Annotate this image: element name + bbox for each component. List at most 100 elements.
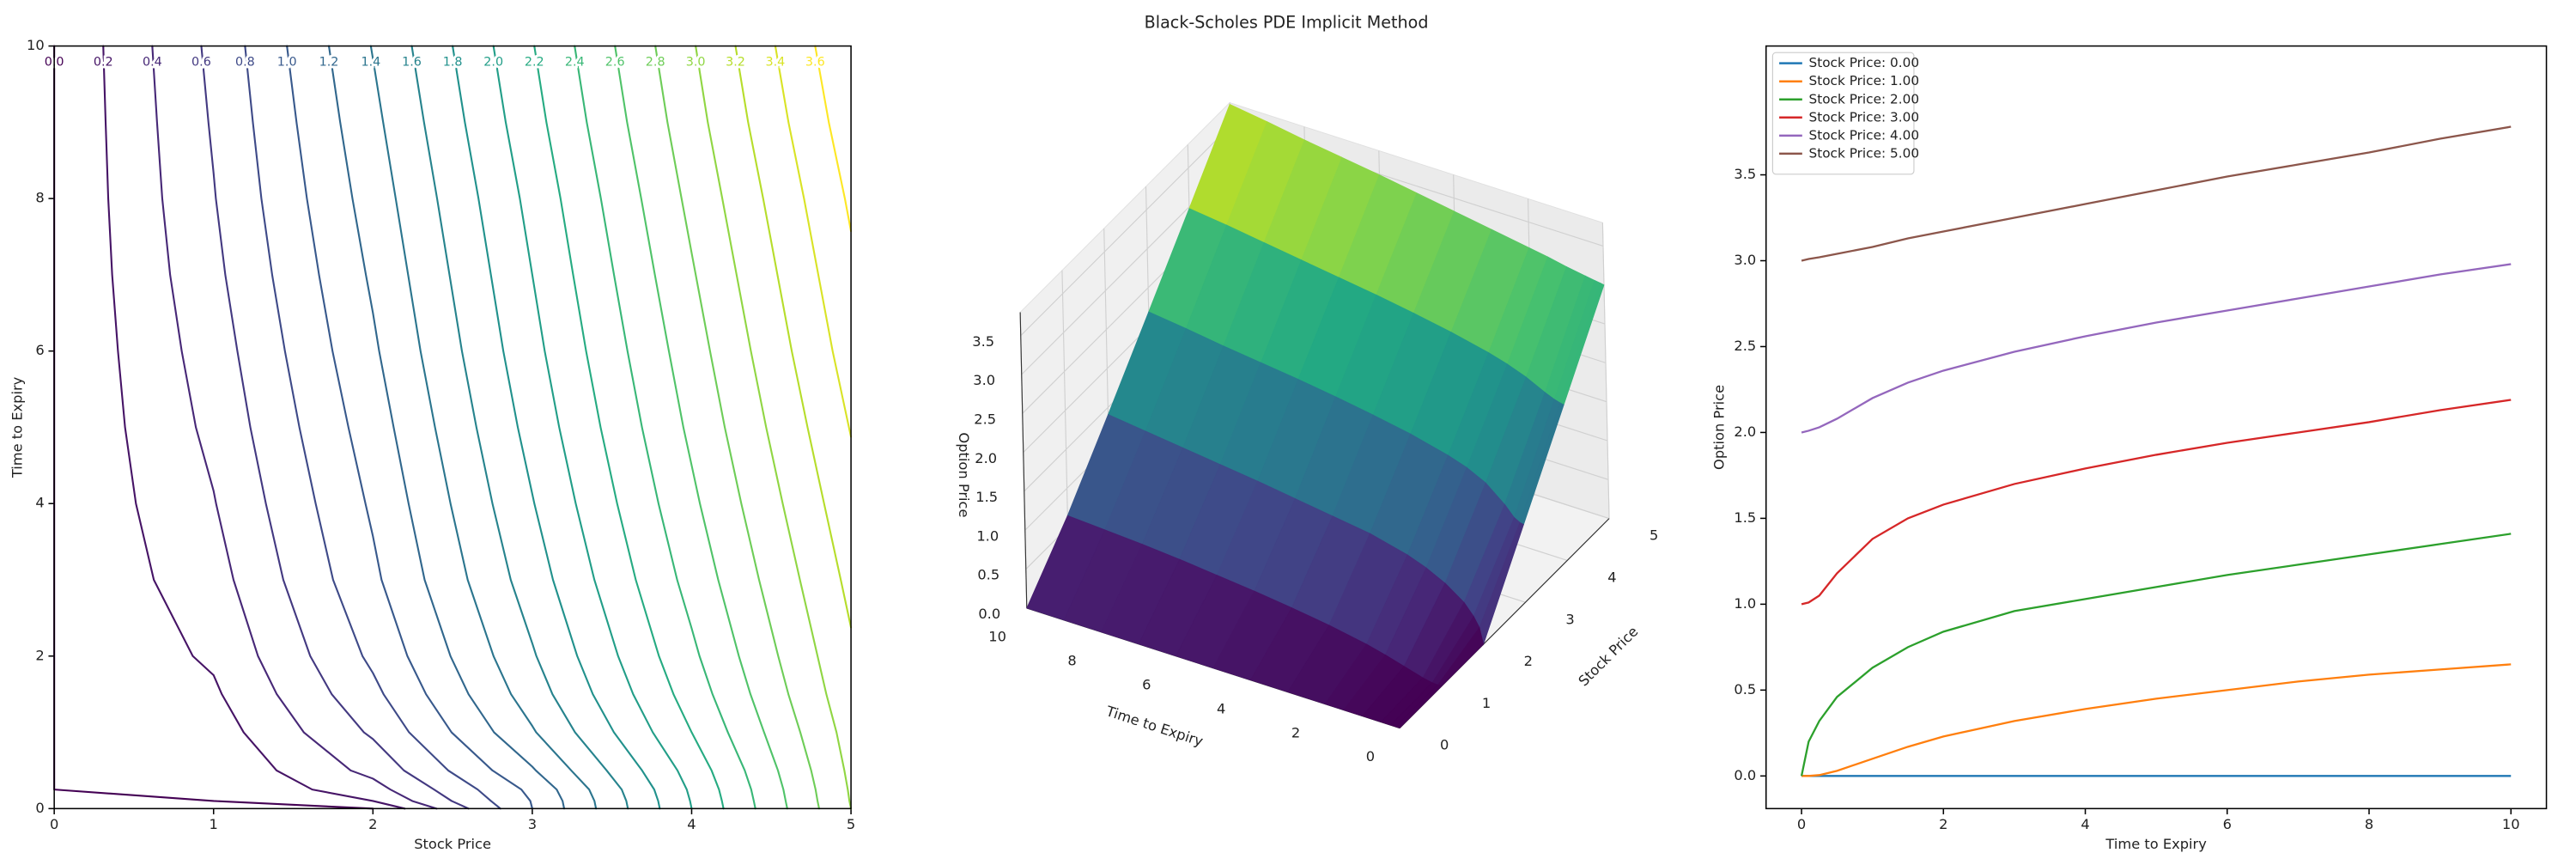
y-tick-label: 2 [35,647,44,663]
contour-label: 0.6 [191,56,211,70]
y-axis-label: Stock Price [1576,624,1642,690]
x-tick-label: 8 [1067,652,1076,668]
x-tick-label: 10 [2502,816,2520,832]
y-tick-label: 2.0 [1734,423,1756,440]
y-tick-label: 4 [1607,570,1616,586]
contour-label: 2.6 [605,56,625,70]
y-tick-label: 3.5 [1734,166,1756,182]
x-axis-label: Stock Price [414,836,491,852]
series-line [1801,263,2512,434]
series-line [1801,399,2512,606]
contour-label: 1.2 [319,56,339,70]
x-tick-label: 2 [1291,724,1300,740]
contour-line [533,45,725,810]
series-line [1801,125,2512,262]
y-tick-label: 0 [1440,737,1449,753]
y-tick-label: 1.0 [1734,595,1756,612]
figure-title: Black-Scholes PDE Implicit Method [1145,12,1429,32]
z-tick-label: 3.5 [972,333,994,350]
contour-label: 3.2 [726,56,745,70]
surface-cell [1395,684,1443,729]
legend-label: Stock Price: 4.00 [1809,127,1920,143]
contour-label: 3.4 [766,56,786,70]
y-tick-label: 4 [35,495,44,511]
axes-frame [53,45,852,810]
legend-label: Stock Price: 1.00 [1809,73,1920,88]
series-line [1800,533,2512,777]
x-tick-label: 3 [528,816,537,832]
x-tick-label: 0 [50,816,58,832]
contour-line [614,45,788,810]
contour-label: 2.4 [565,56,585,70]
z-tick-label: 0.5 [977,567,999,583]
contour-label: 2.2 [525,56,544,70]
y-tick-label: 1.5 [1734,509,1756,526]
x-tick-label: 10 [988,629,1006,645]
contour-label: 3.6 [805,56,825,70]
contour-line [695,45,853,810]
contour-line [774,45,853,438]
y-tick-label: 2.5 [1734,338,1756,354]
contour-label: 2.8 [646,56,665,70]
contour-label: 1.0 [277,56,297,70]
contour-label: 1.4 [361,56,380,70]
grid-line [1601,222,1610,519]
legend-label: Stock Price: 3.00 [1809,109,1920,125]
x-tick-label: 2 [368,816,377,832]
x-tick-label: 1 [210,816,218,832]
x-tick-label: 8 [2365,816,2373,832]
y-axis-label: Time to Expiry [9,376,26,478]
legend: Stock Price: 0.00 Stock Price: 1.00 Stock … [1771,52,1920,175]
y-tick-label: 3 [1565,611,1574,627]
legend-label: Stock Price: 0.00 [1809,55,1920,70]
contour-line [574,45,756,810]
grid-line [1020,125,1231,337]
y-tick-label: 2 [1524,653,1533,669]
contour-line [244,45,501,810]
z-axis-line [1019,312,1028,608]
y-tick-label: 0.0 [1734,767,1756,783]
y-tick-label: 3.0 [1734,252,1756,268]
x-tick-label: 5 [847,816,855,832]
contour-line [53,45,374,810]
legend-label: Stock Price: 5.00 [1809,145,1920,161]
contour-label: 2.0 [483,56,503,70]
contour-line [200,45,470,810]
x-tick-label: 6 [2223,816,2232,832]
z-axis-label: Option Price [956,432,972,517]
contour-label: 0.8 [235,56,255,70]
x-tick-label: 2 [1939,816,1947,832]
legend-label: Stock Price: 2.00 [1809,91,1920,107]
legend-box [1771,52,1915,175]
x-tick-label: 4 [1217,700,1225,716]
z-tick-label: 1.5 [975,489,998,505]
contour-line [452,45,661,810]
z-tick-label: 1.0 [976,527,999,544]
contour-line [410,45,629,810]
axes-frame [1765,45,2548,810]
x-tick-label: 4 [687,816,696,832]
contour-line [327,45,566,810]
contour-line [151,45,438,810]
y-tick-label: 6 [35,342,44,358]
contour-label: 1.6 [402,56,422,70]
contour-line [286,45,533,810]
z-tick-label: 2.5 [974,411,996,427]
contour-line [369,45,598,810]
contour-label: 3.0 [686,56,706,70]
y-axis-label: Option Price [1711,385,1728,470]
x-tick-label: 6 [1142,676,1151,692]
contour-line [814,45,853,233]
x-axis-label: Time to Expiry [1103,703,1206,750]
y-tick-label: 5 [1649,527,1658,544]
z-tick-label: 0.0 [978,606,1000,622]
z-tick-label: 3.0 [973,372,995,388]
contour-label: 1.8 [443,56,463,70]
contour-label: 0.2 [94,56,113,70]
y-tick-label: 0.5 [1734,681,1756,698]
y-tick-label: 8 [35,190,44,206]
contour-line [734,45,853,629]
z-tick-label: 2.0 [975,450,997,466]
x-tick-label: 0 [1366,748,1375,765]
